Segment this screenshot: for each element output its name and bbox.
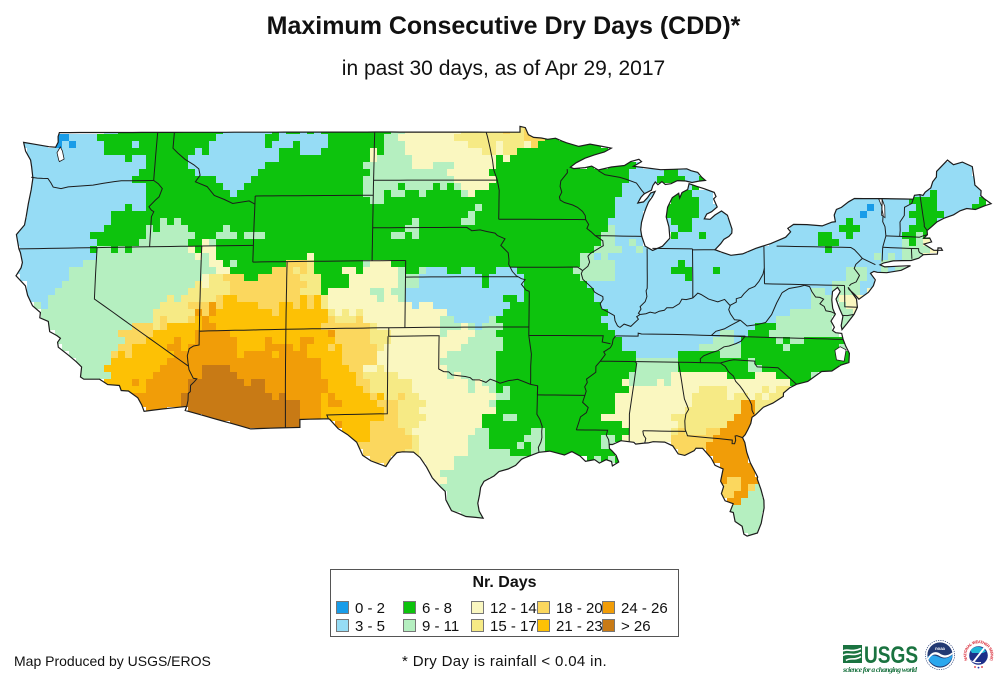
svg-text:science for a changing world: science for a changing world: [842, 665, 917, 674]
svg-text:noaa: noaa: [935, 646, 945, 651]
svg-text:USGS: USGS: [864, 641, 918, 669]
